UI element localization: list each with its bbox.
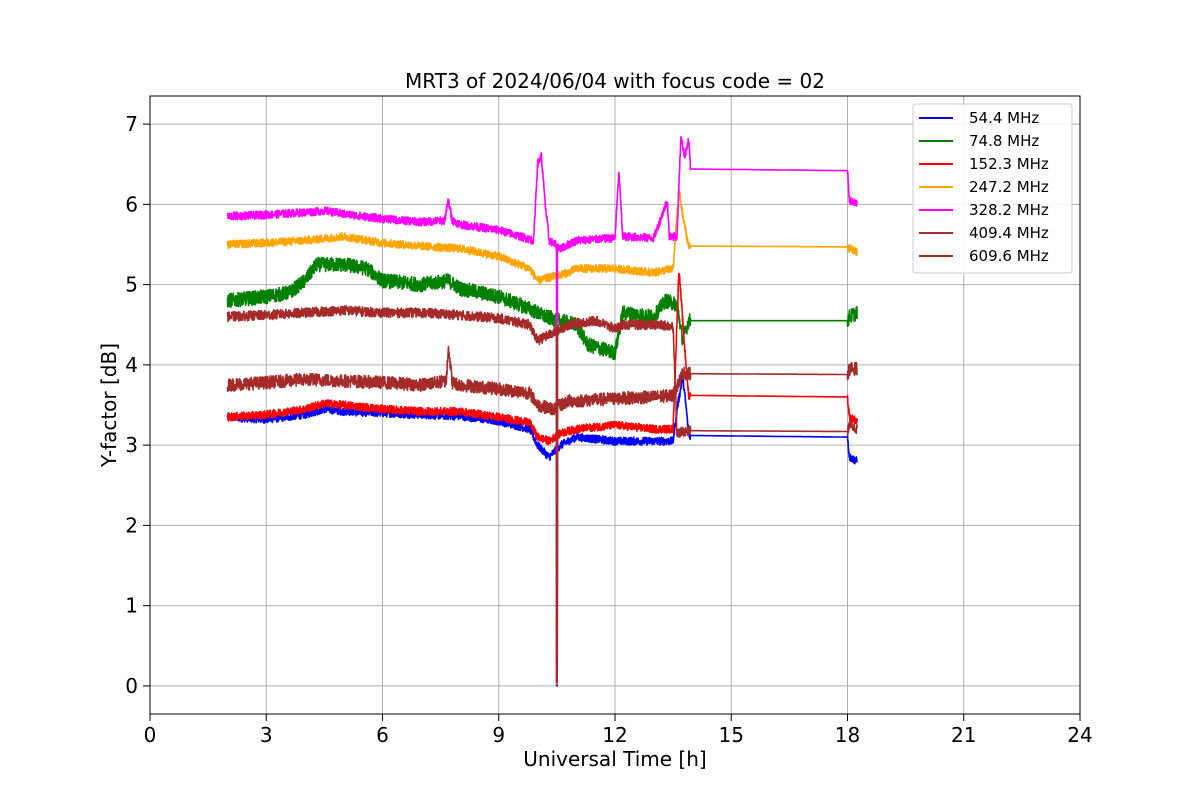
y-axis-ticks: 0 1 2 3 4 5 6 7 [125, 112, 150, 698]
series-line [226, 187, 858, 685]
y-tick-label: 7 [125, 112, 138, 136]
series-line [226, 305, 858, 682]
legend-label: 152.3 MHz [969, 155, 1049, 173]
x-tick-label: 15 [719, 723, 744, 747]
y-tick-label: 0 [125, 674, 138, 698]
plot-area [226, 136, 858, 687]
y-tick-label: 1 [125, 594, 138, 618]
series-line [226, 375, 858, 687]
x-tick-label: 3 [260, 723, 273, 747]
series-group [226, 136, 858, 687]
y-tick-label: 2 [125, 513, 138, 537]
chart-title: MRT3 of 2024/06/04 with focus code = 02 [405, 69, 825, 93]
x-tick-label: 12 [602, 723, 627, 747]
series-line [226, 136, 858, 684]
x-axis-ticks: 0 3 6 9 12 15 18 21 24 [144, 714, 1093, 747]
y-tick-label: 3 [125, 433, 138, 457]
x-tick-label: 6 [376, 723, 389, 747]
series-line [226, 272, 858, 686]
y-tick-label: 4 [125, 353, 138, 377]
y-tick-label: 5 [125, 273, 138, 297]
series-line [226, 345, 858, 683]
x-tick-label: 0 [144, 723, 157, 747]
series-line [226, 256, 858, 686]
legend-label: 409.4 MHz [969, 224, 1049, 242]
y-tick-label: 6 [125, 192, 138, 216]
x-tick-label: 24 [1067, 723, 1092, 747]
legend-label: 328.2 MHz [969, 201, 1049, 219]
y-axis-label: Y-factor [dB] [97, 343, 121, 468]
legend-label: 54.4 MHz [969, 109, 1039, 127]
x-tick-label: 9 [492, 723, 505, 747]
legend-label: 74.8 MHz [969, 132, 1039, 150]
legend-label: 247.2 MHz [969, 178, 1049, 196]
x-axis-label: Universal Time [h] [523, 747, 706, 771]
legend: 54.4 MHz 74.8 MHz 152.3 MHz 247.2 MHz 32… [912, 103, 1073, 274]
legend-box [912, 103, 1073, 274]
x-tick-label: 21 [951, 723, 976, 747]
x-tick-label: 18 [835, 723, 860, 747]
legend-label: 609.6 MHz [969, 247, 1049, 265]
